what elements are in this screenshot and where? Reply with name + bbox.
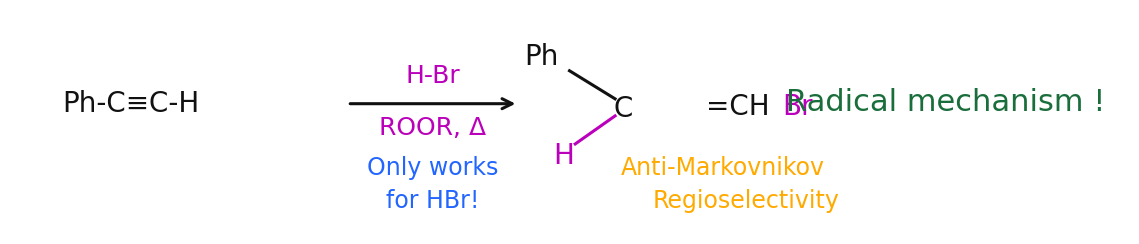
Text: C: C bbox=[613, 95, 633, 122]
Text: Only works: Only works bbox=[367, 156, 499, 180]
Text: H-Br: H-Br bbox=[405, 64, 460, 88]
Text: Br: Br bbox=[782, 93, 813, 121]
Text: Regioselectivity: Regioselectivity bbox=[653, 189, 839, 213]
Text: Ph-C≡C-H: Ph-C≡C-H bbox=[63, 90, 199, 118]
Text: Radical mechanism !: Radical mechanism ! bbox=[786, 88, 1105, 117]
Text: for HBr!: for HBr! bbox=[386, 189, 480, 213]
Text: ROOR, Δ: ROOR, Δ bbox=[379, 116, 486, 140]
Text: Ph: Ph bbox=[524, 43, 558, 71]
Text: =CH: =CH bbox=[706, 93, 770, 121]
Text: Anti-Markovnikov: Anti-Markovnikov bbox=[621, 156, 826, 180]
Text: H: H bbox=[554, 142, 574, 170]
